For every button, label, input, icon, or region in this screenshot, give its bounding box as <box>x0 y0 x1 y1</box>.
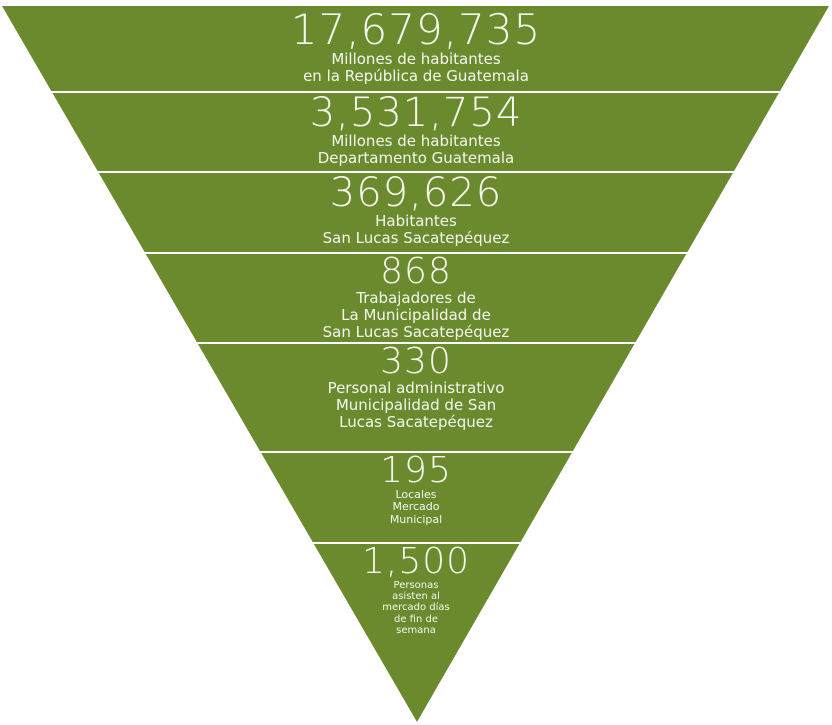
tier-description: Locales Mercado Municipal <box>389 488 443 526</box>
tier-description-line: Millones de habitantes <box>331 132 501 150</box>
tier-description-line: en la República de Guatemala <box>303 66 529 85</box>
tier-description: Trabajadores de La Municipalidad de San Lu… <box>323 290 510 340</box>
tier-value: 330 <box>380 341 452 382</box>
funnel-tier: 195 Locales Mercado Municipal <box>0 453 832 542</box>
tier-description-line: asisten al <box>392 591 440 603</box>
tier-description-line: Departamento Guatemala <box>317 148 515 167</box>
tier-description-line: Locales <box>395 488 437 501</box>
tier-description-line: de fin de <box>394 613 438 625</box>
tier-description-line: San Lucas Sacatepéquez <box>322 322 510 341</box>
tier-description: Personal administrativo Municipalidad de … <box>328 380 505 430</box>
tier-description-line: La Municipalidad de <box>341 305 491 324</box>
tier-description: Millones de habitantes en la República de… <box>303 51 529 85</box>
tier-description-line: Lucas Sacatepéquez <box>339 412 493 431</box>
funnel-tier: 868 Trabajadores de La Municipalidad de San… <box>0 254 832 342</box>
tier-description-line: Municipalidad de San <box>335 395 497 414</box>
tier-description: Habitantes San Lucas Sacatepéquez <box>323 213 510 247</box>
tier-description-line: San Lucas Sacatepéquez <box>322 228 510 247</box>
tier-description-line: Mercado <box>392 500 440 514</box>
funnel-triangle <box>2 6 829 722</box>
tier-value: 1,500 <box>361 541 471 582</box>
tier-value: 868 <box>380 251 452 292</box>
tier-description-line: Habitantes <box>375 212 457 230</box>
tier-description-line: Municipal <box>389 512 443 526</box>
tier-value: 17,679,735 <box>290 5 542 54</box>
funnel-tier: 369,626 Habitantes San Lucas Sacatepéquez <box>0 173 832 252</box>
tier-value: 3,531,754 <box>309 90 523 136</box>
tier-description-line: Millones de habitantes <box>331 50 501 68</box>
tier-value: 369,626 <box>329 170 503 216</box>
tier-description-line: Personal administrativo <box>327 379 505 397</box>
tier-description-line: Trabajadores de <box>356 289 476 307</box>
funnel-dividers <box>49 91 782 544</box>
funnel-tier: 330 Personal administrativo Municipalidad … <box>0 344 832 451</box>
funnel-tier: 17,679,735 Millones de habitantes en la Re… <box>0 9 832 91</box>
funnel-tier: 1,500 Personas asisten al mercado días de fi… <box>0 544 832 715</box>
tier-description-line: semana <box>396 624 436 636</box>
tier-description: Personas asisten al mercado días de fin de s… <box>382 580 450 636</box>
tier-description-line: Personas <box>393 580 439 591</box>
tier-description: Millones de habitantes Departamento Guate… <box>318 133 515 167</box>
funnel-tier: 3,531,754 Millones de habitantes Departame… <box>0 93 832 171</box>
tier-description-line: mercado días <box>382 602 450 614</box>
tier-value: 195 <box>380 450 452 491</box>
